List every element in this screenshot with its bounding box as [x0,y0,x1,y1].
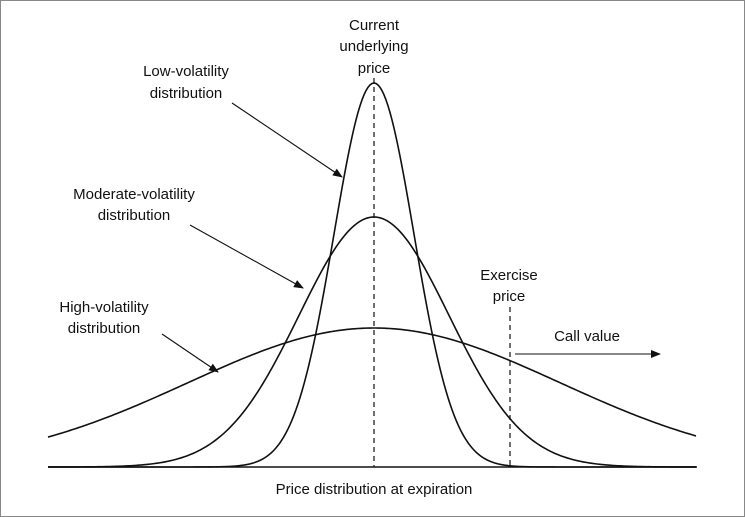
label: Call value [554,328,620,345]
label: underlying [339,38,408,55]
label: price [358,60,391,77]
label: High-volatility [59,299,149,316]
axis-label: Price distribution at expiration [276,481,473,498]
label: price [493,288,526,305]
label: Exercise [480,267,538,284]
high-volatility-curve [47,327,697,438]
label: Moderate-volatility [73,186,195,203]
label: distribution [150,85,223,102]
low-volatility-curve [48,82,696,468]
label: distribution [68,320,141,337]
moderate-volatility-curve [48,216,697,468]
label: Low-volatility [143,63,229,80]
low-arrow [231,102,343,178]
label: distribution [98,207,171,224]
high-arrow [161,333,219,373]
moderate-arrow [189,224,304,289]
label: Current [349,17,400,34]
